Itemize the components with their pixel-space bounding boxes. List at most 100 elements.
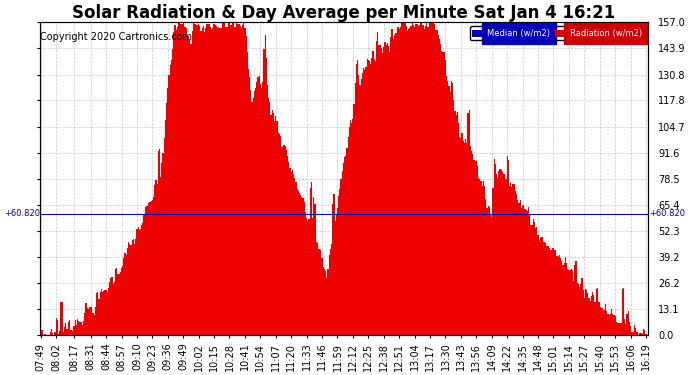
Bar <box>491 217 493 335</box>
Bar <box>627 314 628 335</box>
Bar <box>420 22 421 335</box>
Bar <box>264 35 266 335</box>
Bar <box>89 308 90 335</box>
Bar <box>578 284 579 335</box>
Bar <box>374 59 375 335</box>
Bar <box>452 83 453 335</box>
Bar <box>386 43 388 335</box>
Bar <box>585 290 586 335</box>
Bar <box>344 157 345 335</box>
Bar <box>446 76 447 335</box>
Bar <box>534 222 535 335</box>
Bar <box>528 207 529 335</box>
Bar <box>342 171 343 335</box>
Bar <box>343 163 344 335</box>
Bar <box>551 248 553 335</box>
Bar <box>632 332 633 335</box>
Bar <box>504 174 505 335</box>
Title: Solar Radiation & Day Average per Minute Sat Jan 4 16:21: Solar Radiation & Day Average per Minute… <box>72 4 615 22</box>
Bar <box>261 88 262 335</box>
Bar <box>236 22 237 335</box>
Bar <box>243 22 244 335</box>
Bar <box>111 277 112 335</box>
Bar <box>158 151 159 335</box>
Bar <box>101 289 102 335</box>
Bar <box>574 265 575 335</box>
Bar <box>324 269 325 335</box>
Bar <box>350 120 351 335</box>
Bar <box>210 27 211 335</box>
Bar <box>593 295 594 335</box>
Bar <box>336 215 337 335</box>
Bar <box>413 25 414 335</box>
Bar <box>339 189 340 335</box>
Bar <box>175 30 177 335</box>
Bar <box>159 149 160 335</box>
Bar <box>642 334 643 335</box>
Bar <box>508 160 509 335</box>
Bar <box>450 92 451 335</box>
Bar <box>373 51 374 335</box>
Bar <box>524 209 526 335</box>
Bar <box>226 27 228 335</box>
Bar <box>183 24 184 335</box>
Bar <box>539 240 540 335</box>
Bar <box>471 151 472 335</box>
Bar <box>623 288 624 335</box>
Bar <box>239 26 241 335</box>
Bar <box>496 174 497 335</box>
Bar <box>209 24 210 335</box>
Bar <box>628 311 629 335</box>
Bar <box>306 218 307 335</box>
Bar <box>370 64 371 335</box>
Bar <box>219 28 221 335</box>
Bar <box>399 29 400 335</box>
Bar <box>332 204 333 335</box>
Bar <box>333 194 335 335</box>
Bar <box>262 82 264 335</box>
Bar <box>521 208 522 335</box>
Bar <box>590 302 591 335</box>
Bar <box>465 139 466 335</box>
Bar <box>388 46 389 335</box>
Bar <box>318 249 319 335</box>
Text: +60.820: +60.820 <box>649 209 686 218</box>
Bar <box>581 278 582 335</box>
Bar <box>622 289 623 335</box>
Bar <box>198 24 199 335</box>
Bar <box>165 120 166 335</box>
Bar <box>526 211 528 335</box>
Bar <box>624 320 625 335</box>
Bar <box>53 334 55 335</box>
Bar <box>322 258 323 335</box>
Bar <box>558 257 559 335</box>
Bar <box>351 123 353 335</box>
Bar <box>77 320 78 335</box>
Bar <box>122 266 124 335</box>
Bar <box>70 330 71 335</box>
Bar <box>106 290 107 335</box>
Bar <box>99 292 101 335</box>
Bar <box>591 297 592 335</box>
Bar <box>467 113 469 335</box>
Bar <box>377 32 378 335</box>
Bar <box>218 27 219 335</box>
Bar <box>414 27 415 335</box>
Bar <box>142 223 144 335</box>
Bar <box>503 174 504 335</box>
Bar <box>469 110 470 335</box>
Bar <box>488 206 489 335</box>
Bar <box>577 283 578 335</box>
Bar <box>368 60 369 335</box>
Bar <box>108 288 109 335</box>
Bar <box>203 26 204 335</box>
Bar <box>609 315 610 335</box>
Bar <box>196 25 197 335</box>
Bar <box>281 147 282 335</box>
Bar <box>509 186 510 335</box>
Bar <box>308 219 310 335</box>
Bar <box>224 22 226 335</box>
Bar <box>208 24 209 335</box>
Bar <box>213 24 215 335</box>
Bar <box>286 150 287 335</box>
